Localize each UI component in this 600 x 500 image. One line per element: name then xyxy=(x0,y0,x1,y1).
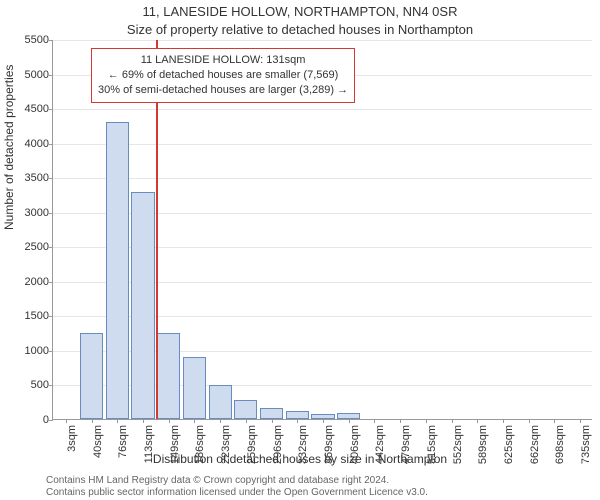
histogram-bar xyxy=(209,385,232,419)
y-tick-mark xyxy=(49,351,53,352)
x-tick-mark xyxy=(529,419,530,423)
histogram-bar xyxy=(80,333,103,419)
page-title-line1: 11, LANESIDE HOLLOW, NORTHAMPTON, NN4 0S… xyxy=(0,4,600,19)
x-tick-mark xyxy=(194,419,195,423)
y-tick-label: 1500 xyxy=(25,310,49,322)
x-tick-mark xyxy=(477,419,478,423)
y-tick-label: 0 xyxy=(43,414,49,426)
x-tick-mark xyxy=(117,419,118,423)
histogram-bar xyxy=(131,192,154,419)
annotation-box: 11 LANESIDE HOLLOW: 131sqm← 69% of detac… xyxy=(91,48,355,103)
y-tick-mark xyxy=(49,316,53,317)
x-tick-mark xyxy=(246,419,247,423)
grid-line xyxy=(53,40,592,41)
y-tick-mark xyxy=(49,144,53,145)
x-tick-mark xyxy=(169,419,170,423)
x-tick-mark xyxy=(580,419,581,423)
y-tick-mark xyxy=(49,75,53,76)
y-tick-mark xyxy=(49,420,53,421)
x-tick-mark xyxy=(452,419,453,423)
y-tick-mark xyxy=(49,40,53,41)
annotation-line: 11 LANESIDE HOLLOW: 131sqm xyxy=(98,53,348,68)
grid-line xyxy=(53,178,592,179)
y-tick-label: 500 xyxy=(31,379,49,391)
x-tick-mark xyxy=(349,419,350,423)
x-tick-label: 3sqm xyxy=(66,425,78,452)
histogram-bar xyxy=(234,400,257,419)
y-tick-mark xyxy=(49,247,53,248)
grid-line xyxy=(53,144,592,145)
histogram-bar xyxy=(183,357,206,419)
y-tick-mark xyxy=(49,385,53,386)
x-tick-mark xyxy=(554,419,555,423)
y-tick-mark xyxy=(49,109,53,110)
chart-plot-area: 0500100015002000250030003500400045005000… xyxy=(52,40,592,420)
x-tick-mark xyxy=(297,419,298,423)
y-tick-label: 5000 xyxy=(25,69,49,81)
x-tick-mark xyxy=(503,419,504,423)
x-tick-mark xyxy=(220,419,221,423)
annotation-line: ← 69% of detached houses are smaller (7,… xyxy=(98,68,348,83)
x-tick-mark xyxy=(400,419,401,423)
x-tick-mark xyxy=(374,419,375,423)
histogram-bar xyxy=(260,408,283,419)
histogram-bar xyxy=(286,411,309,419)
x-tick-mark xyxy=(92,419,93,423)
annotation-line: 30% of semi-detached houses are larger (… xyxy=(98,83,348,98)
grid-line xyxy=(53,109,592,110)
y-tick-mark xyxy=(49,282,53,283)
y-tick-label: 3500 xyxy=(25,172,49,184)
y-axis-label: Number of detached properties xyxy=(2,65,16,230)
histogram-bar xyxy=(157,333,180,419)
footer-copyright-line2: Contains public sector information licen… xyxy=(46,487,428,498)
x-tick-mark xyxy=(272,419,273,423)
y-tick-label: 2500 xyxy=(25,241,49,253)
histogram-bar xyxy=(106,122,129,419)
x-tick-mark xyxy=(323,419,324,423)
y-tick-label: 4000 xyxy=(25,138,49,150)
x-tick-mark xyxy=(143,419,144,423)
y-tick-label: 1000 xyxy=(25,345,49,357)
y-tick-mark xyxy=(49,178,53,179)
y-tick-label: 2000 xyxy=(25,276,49,288)
footer-copyright-line1: Contains HM Land Registry data © Crown c… xyxy=(46,475,389,486)
y-tick-label: 3000 xyxy=(25,207,49,219)
x-axis-label: Distribution of detached houses by size … xyxy=(0,452,600,466)
y-tick-label: 4500 xyxy=(25,103,49,115)
y-tick-label: 5500 xyxy=(25,34,49,46)
x-tick-mark xyxy=(426,419,427,423)
x-tick-mark xyxy=(66,419,67,423)
page-title-line2: Size of property relative to detached ho… xyxy=(0,22,600,37)
y-tick-mark xyxy=(49,213,53,214)
